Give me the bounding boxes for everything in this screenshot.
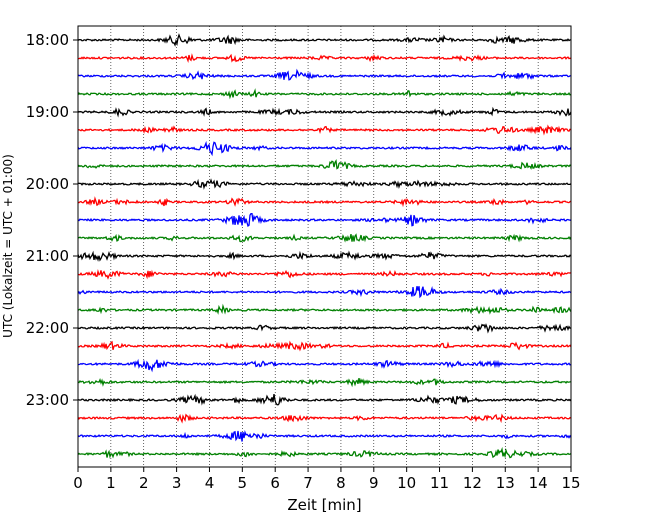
trace-2230	[77, 358, 572, 373]
y-tick-label: 19:00	[26, 103, 69, 121]
x-tick-label: 7	[303, 474, 313, 492]
x-axis-label: Zeit [min]	[287, 496, 361, 514]
trace-1945	[77, 158, 572, 170]
trace-1800	[77, 33, 572, 47]
y-tick-label: 23:00	[26, 391, 69, 409]
trace-2130	[77, 285, 572, 299]
x-tick-label: 10	[397, 474, 416, 492]
trace-1815	[77, 53, 572, 63]
y-axis-label: UTC (Lokalzeit = UTC + 01:00)	[1, 154, 15, 338]
trace-1900	[77, 106, 572, 118]
trace-1915	[77, 124, 572, 136]
y-tick-label: 20:00	[26, 175, 69, 193]
x-axis-ticks: 0 1 2 3 4 5 6 7 8 9 10 11 12 13 14 15	[73, 467, 581, 492]
trace-2100	[77, 250, 572, 262]
y-axis-ticks: 18:00 19:00 20:00 21:00 22:00 23:00	[26, 31, 78, 409]
seismogram-traces	[77, 33, 572, 459]
trace-2330	[77, 430, 572, 442]
x-tick-label: 11	[430, 474, 449, 492]
trace-2315	[77, 413, 572, 424]
x-tick-label: 5	[238, 474, 248, 492]
trace-2015	[77, 196, 572, 208]
trace-1930	[77, 140, 572, 157]
trace-1845	[77, 88, 572, 100]
x-tick-label: 13	[496, 474, 515, 492]
trace-2115	[77, 268, 572, 280]
trace-2300	[77, 393, 572, 406]
trace-2000	[77, 178, 572, 190]
y-tick-label: 21:00	[26, 247, 69, 265]
trace-2345	[77, 446, 572, 459]
x-tick-label: 12	[463, 474, 482, 492]
trace-2045	[77, 233, 572, 243]
trace-2200	[77, 323, 572, 334]
trace-2030	[77, 212, 572, 227]
x-tick-label: 2	[139, 474, 149, 492]
x-tick-label: 3	[172, 474, 182, 492]
plot-frame	[77, 25, 572, 468]
x-tick-label: 1	[106, 474, 116, 492]
trace-1830	[77, 68, 572, 81]
trace-2245	[77, 377, 572, 388]
x-tick-label: 9	[369, 474, 379, 492]
x-tick-label: 14	[529, 474, 548, 492]
y-tick-label: 22:00	[26, 319, 69, 337]
trace-2215	[77, 340, 572, 352]
trace-2145	[77, 303, 572, 315]
x-tick-label: 4	[205, 474, 215, 492]
x-tick-label: 6	[270, 474, 280, 492]
x-tick-label: 0	[73, 474, 83, 492]
x-tick-label: 15	[561, 474, 580, 492]
y-tick-label: 18:00	[26, 31, 69, 49]
x-tick-label: 8	[336, 474, 346, 492]
